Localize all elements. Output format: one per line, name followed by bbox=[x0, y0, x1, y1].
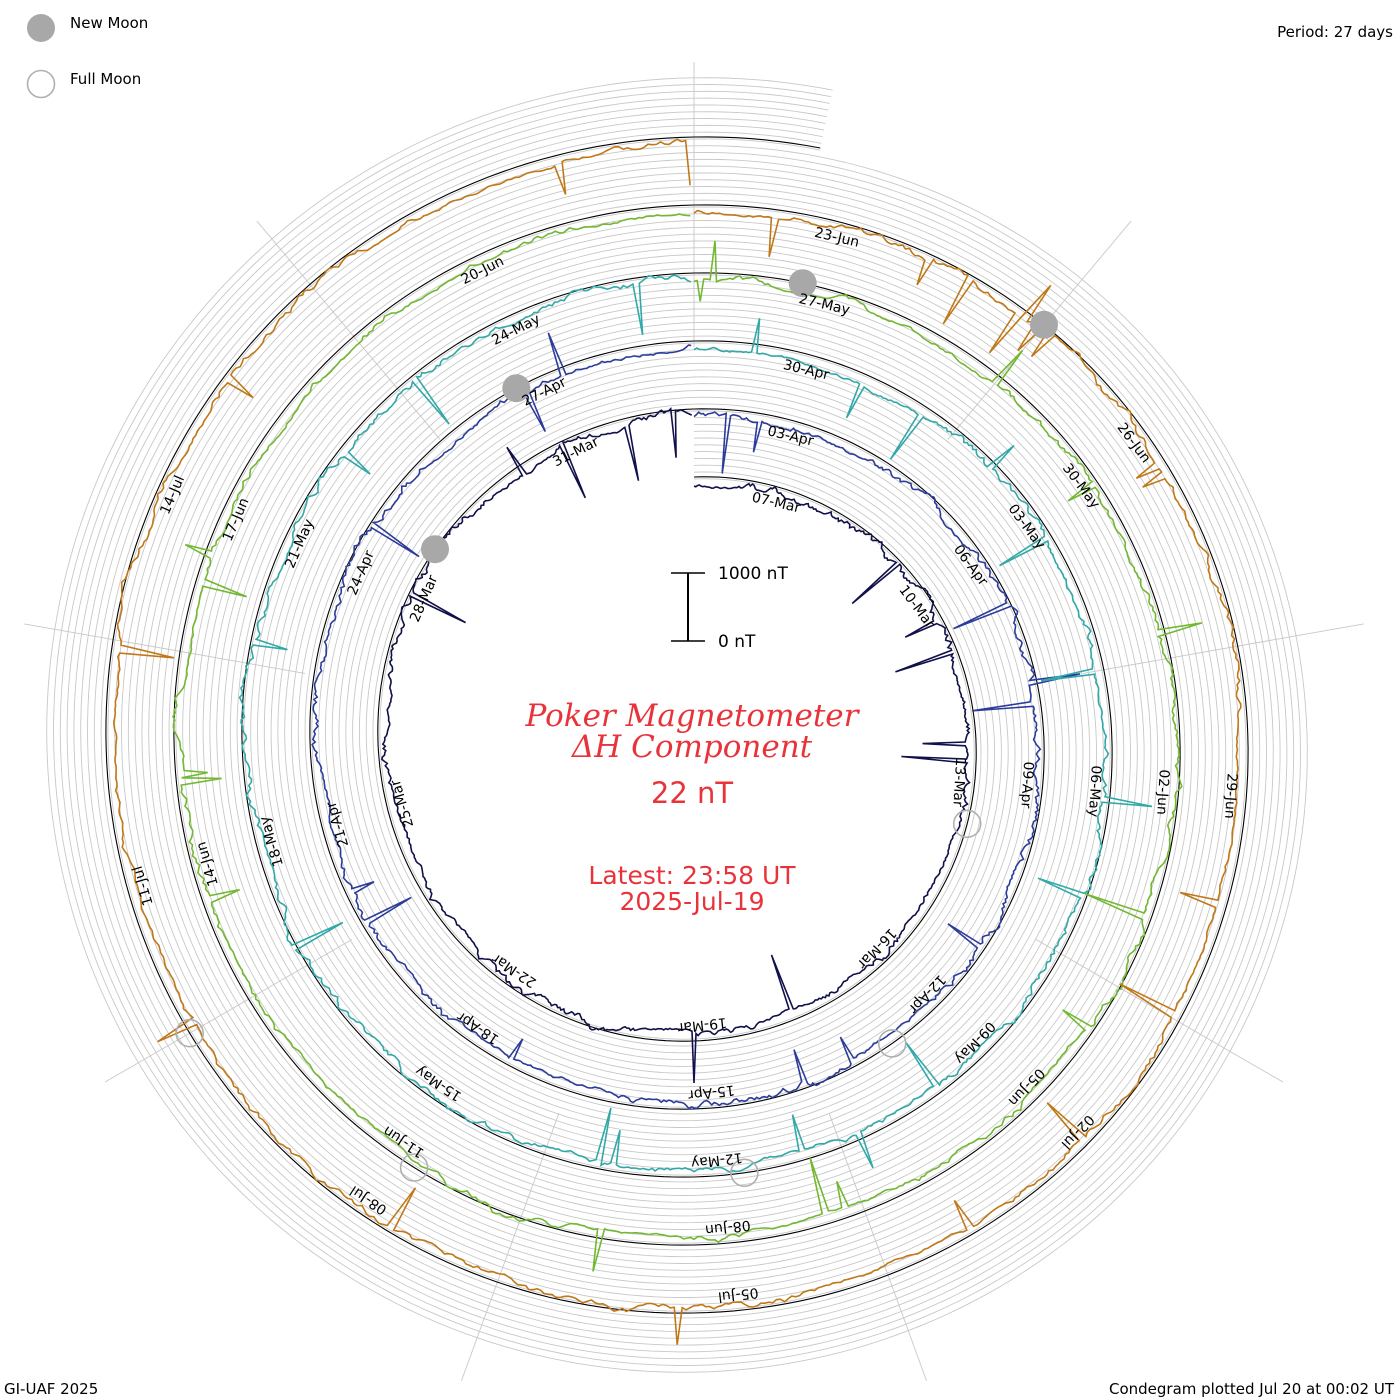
credit-label: GI-UAF 2025 bbox=[4, 1380, 99, 1398]
legend: New Moon Full Moon bbox=[26, 14, 148, 99]
date-label: 17-Jun bbox=[220, 496, 253, 544]
series-cycle-1 bbox=[381, 406, 971, 1084]
new-moon-legend-label: New Moon bbox=[70, 14, 148, 32]
center-title-line2: ΔH Component bbox=[571, 729, 813, 765]
grid-spiral bbox=[100, 131, 1254, 1319]
series-cycle-5 bbox=[112, 138, 1242, 1345]
grid-spiral bbox=[46, 77, 1308, 1373]
radial-grid-line bbox=[256, 220, 441, 440]
center-title-line1: Poker Magnetometer bbox=[525, 698, 861, 734]
series-cycle-4 bbox=[172, 213, 1203, 1272]
series-cycle-2 bbox=[311, 332, 1081, 1110]
date-label: 28-Mar bbox=[407, 573, 441, 625]
baseline-spiral-path bbox=[105, 136, 1249, 1314]
date-label: 19-Mar bbox=[677, 1014, 728, 1036]
date-label: 09-Apr bbox=[1017, 761, 1036, 809]
new-moon-marker bbox=[1030, 310, 1058, 339]
radial-grid-line bbox=[828, 1113, 928, 1382]
new-moon-marker bbox=[788, 269, 817, 298]
radial-grid-line bbox=[24, 623, 306, 674]
date-label: 09-May bbox=[951, 1018, 998, 1067]
center-latest-time: Latest: 23:58 UT bbox=[588, 861, 796, 890]
grid-spiral bbox=[73, 104, 1281, 1346]
date-label: 20-Jun bbox=[459, 253, 507, 288]
date-label: 02-Jun bbox=[1153, 769, 1172, 815]
full-moon-marker bbox=[877, 1029, 907, 1058]
center-current-value: 22 nT bbox=[651, 776, 733, 810]
full-moon-marker bbox=[952, 809, 982, 839]
grid-spiral bbox=[53, 84, 1301, 1366]
full-moon-legend-label: Full Moon bbox=[70, 70, 141, 88]
date-label: 30-May bbox=[1059, 461, 1103, 512]
new-moon-marker bbox=[502, 374, 531, 403]
full-moon-marker bbox=[175, 1018, 204, 1048]
date-label: 12-Apr bbox=[905, 971, 949, 1016]
date-label: 05-Jun bbox=[1005, 1065, 1048, 1109]
grid-spiral bbox=[59, 90, 1295, 1360]
date-label: 15-Apr bbox=[687, 1081, 736, 1102]
grid-spiral bbox=[66, 97, 1288, 1353]
radial-grid-line bbox=[1082, 623, 1364, 674]
date-label: 24-Apr bbox=[345, 548, 378, 598]
radial-grid-line bbox=[460, 1113, 560, 1382]
baseline-spiral bbox=[105, 136, 1249, 1314]
date-label: 07-Mar bbox=[750, 490, 802, 517]
plotted-timestamp: Condegram plotted Jul 20 at 00:02 UT bbox=[1108, 1380, 1394, 1398]
full-moon-marker bbox=[399, 1153, 429, 1182]
center-latest-date: 2025-Jul-19 bbox=[619, 887, 764, 916]
date-label: 16-Mar bbox=[854, 925, 900, 972]
center-title-block: Poker Magnetometer ΔH Component 22 nT La… bbox=[525, 698, 861, 916]
full-moon-legend-icon bbox=[26, 69, 56, 99]
date-label: 25-Mar bbox=[388, 777, 418, 829]
scale-bar-bottom-label: 0 nT bbox=[718, 632, 756, 652]
period-label: Period: 27 days bbox=[1277, 23, 1393, 41]
grid-layer bbox=[46, 77, 1308, 1373]
data-series bbox=[112, 138, 1242, 1345]
date-label: 24-May bbox=[489, 311, 542, 349]
scale-bar-top-label: 1000 nT bbox=[718, 564, 788, 584]
date-label: 08-Jun bbox=[704, 1217, 751, 1238]
grid-spiral bbox=[93, 124, 1261, 1326]
date-label: 06-May bbox=[1085, 765, 1104, 818]
new-moon-legend-icon bbox=[27, 14, 55, 42]
new-moon-marker bbox=[421, 535, 449, 564]
grid-spiral bbox=[80, 111, 1274, 1339]
scale-bar: 1000 nT 0 nT bbox=[671, 564, 788, 652]
date-label: 29-Jun bbox=[1221, 773, 1240, 819]
moon-markers bbox=[175, 269, 1058, 1188]
date-label: 15-May bbox=[413, 1062, 465, 1104]
grid-spiral bbox=[87, 118, 1267, 1332]
radial-grid-line bbox=[104, 939, 353, 1083]
date-label: 13-Mar bbox=[949, 757, 968, 807]
full-moon-marker bbox=[730, 1158, 759, 1188]
series-cycle-3 bbox=[238, 274, 1153, 1174]
date-label: 21-May bbox=[282, 517, 317, 571]
date-label: 05-Jul bbox=[717, 1284, 759, 1305]
date-label: 21-Apr bbox=[323, 799, 352, 849]
date-label: 12-May bbox=[690, 1149, 743, 1171]
date-label: 08-Jul bbox=[347, 1182, 390, 1218]
